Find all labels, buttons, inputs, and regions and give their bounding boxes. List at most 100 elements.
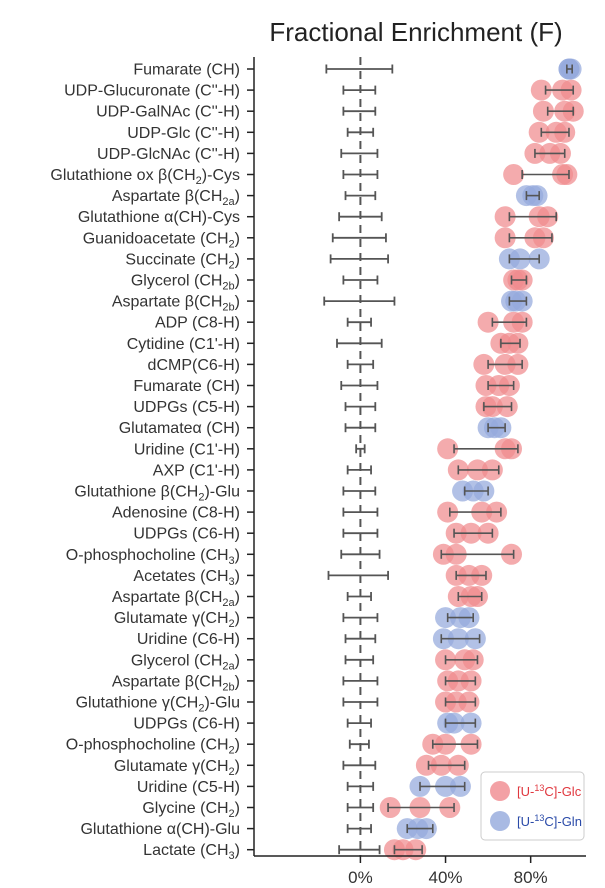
axes-layer: Fumarate (CH) UDP-Glucuronate (C''-H) UDP-… — [50, 57, 586, 887]
y-tick-label: Glutathione α(CH)-Cys — [78, 209, 240, 226]
y-tick-label: Glutathione γ(CH2)-Glu — [76, 695, 240, 715]
y-tick-label: Aspartate β(CH2a) — [112, 589, 240, 609]
y-tick-label: Fumarate (CH) — [133, 378, 240, 395]
glc-point — [494, 206, 516, 228]
metabolite-row — [342, 607, 480, 629]
metabolite-row — [344, 649, 484, 671]
glc-point — [530, 79, 552, 101]
metabolite-row — [344, 417, 512, 439]
metabolite-row — [342, 670, 482, 692]
glc-point — [528, 121, 550, 143]
y-tick-label: UDP-Glucuronate (C''-H) — [64, 83, 240, 100]
y-tick-label: Glycerol (CH2b) — [131, 273, 240, 293]
y-tick-label: Aspartate β(CH2a) — [112, 188, 240, 208]
glc-point — [494, 227, 516, 249]
metabolite-row — [338, 206, 559, 228]
metabolite-row — [346, 459, 503, 481]
metabolite-row — [346, 311, 533, 333]
metabolite-row — [346, 797, 461, 818]
y-tick-label: Uridine (C6-H) — [137, 631, 240, 648]
metabolite-row — [342, 100, 584, 122]
y-tick-label: Guanidoacetate (CH2) — [83, 230, 240, 250]
y-tick-label: UDP-GlcNAc (C''-H) — [97, 146, 240, 163]
glc-point — [477, 311, 499, 333]
metabolite-row — [346, 353, 529, 375]
metabolite-row — [355, 438, 523, 460]
legend: [U-13C]-Glc [U-13C]-Gln — [480, 771, 585, 841]
metabolite-row — [331, 227, 554, 249]
metabolite-row — [342, 79, 582, 101]
gln-point — [435, 607, 457, 629]
y-tick-label: Glutamate γ(CH2) — [114, 610, 240, 630]
metabolite-row — [329, 248, 550, 270]
x-tick-label: 80% — [514, 868, 548, 887]
metabolite-row — [346, 121, 576, 143]
glc-legend-marker — [490, 781, 510, 801]
metabolite-row — [336, 332, 529, 354]
metabolite-row — [338, 839, 427, 861]
y-tick-label: Glutathione ox β(CH2)-Cys — [50, 167, 240, 187]
y-tick-label: Glycine (CH2) — [142, 800, 240, 820]
y-tick-label: O-phosphocholine (CH3) — [66, 547, 240, 567]
y-tick-label: Aspartate β(CH2b) — [112, 294, 240, 314]
glc-point — [437, 438, 459, 460]
metabolite-row — [342, 480, 495, 502]
glc-point — [532, 100, 554, 122]
metabolite-row — [344, 185, 548, 207]
metabolite-row — [346, 775, 471, 797]
y-tick-label: Acetates (CH3) — [133, 568, 240, 588]
metabolite-row — [348, 733, 482, 755]
y-tick-label: Glutamate γ(CH2) — [114, 758, 240, 778]
y-tick-label: UDPGs (C5-H) — [133, 399, 240, 416]
metabolite-row — [342, 501, 508, 523]
y-tick-label: Glutathione β(CH2)-Glu — [74, 484, 240, 504]
metabolite-row — [346, 586, 488, 607]
glc-legend-label: [U-13C]-Glc — [517, 783, 582, 799]
y-tick-label: AXP (C1'-H) — [153, 462, 240, 479]
y-tick-label: dCMP(C6-H) — [148, 357, 240, 374]
glc-point — [437, 501, 459, 523]
glc-point — [503, 164, 525, 185]
chart-title: Fractional Enrichment (F) — [269, 17, 562, 47]
gln-legend-marker — [490, 811, 510, 831]
y-tick-label: Glutathione α(CH)-Glu — [80, 821, 240, 838]
y-tick-label: UDPGs (C6-H) — [133, 526, 240, 543]
y-tick-label: Uridine (C5-H) — [137, 779, 240, 796]
y-tick-label: Succinate (CH2) — [125, 251, 240, 271]
y-tick-label: Adenosine (C8-H) — [112, 505, 240, 522]
metabolite-row — [346, 818, 437, 840]
metabolite-row — [340, 375, 520, 396]
y-tick-label: UDPGs (C6-H) — [133, 716, 240, 733]
metabolite-row — [342, 164, 578, 185]
glc-point — [415, 754, 437, 776]
metabolite-row — [342, 522, 499, 544]
rows-layer — [323, 58, 584, 861]
metabolite-row — [327, 564, 493, 586]
x-tick-label: 0% — [348, 868, 373, 887]
metabolite-row — [323, 290, 533, 312]
y-tick-label: Fumarate (CH) — [133, 62, 240, 79]
metabolite-row — [342, 691, 480, 713]
metabolite-row — [346, 712, 482, 734]
glc-point — [473, 353, 495, 375]
y-tick-label: Cytidine (C1'-H) — [127, 336, 240, 353]
metabolite-row — [344, 396, 518, 418]
y-tick-label: Uridine (C1'-H) — [134, 441, 240, 458]
y-tick-label: ADP (C8-H) — [155, 315, 240, 332]
metabolite-row — [325, 58, 582, 80]
metabolite-row — [340, 543, 523, 565]
y-tick-label: O-phosphocholine (CH2) — [66, 737, 240, 757]
metabolite-row — [344, 628, 486, 650]
x-tick-label: 40% — [429, 868, 463, 887]
gln-legend-label: [U-13C]-Gln — [517, 813, 582, 829]
y-tick-label: UDP-Glc (C''-H) — [127, 125, 240, 142]
y-tick-label: Glycerol (CH2a) — [131, 652, 240, 672]
y-tick-label: Aspartate β(CH2b) — [112, 673, 240, 693]
y-tick-label: Glutamateα (CH) — [119, 420, 240, 437]
metabolite-row — [340, 142, 571, 164]
y-tick-label: UDP-GalNAc (C''-H) — [96, 104, 240, 121]
metabolite-row — [342, 269, 533, 291]
metabolite-row — [342, 754, 469, 776]
y-tick-label: Lactate (CH3) — [143, 842, 240, 862]
